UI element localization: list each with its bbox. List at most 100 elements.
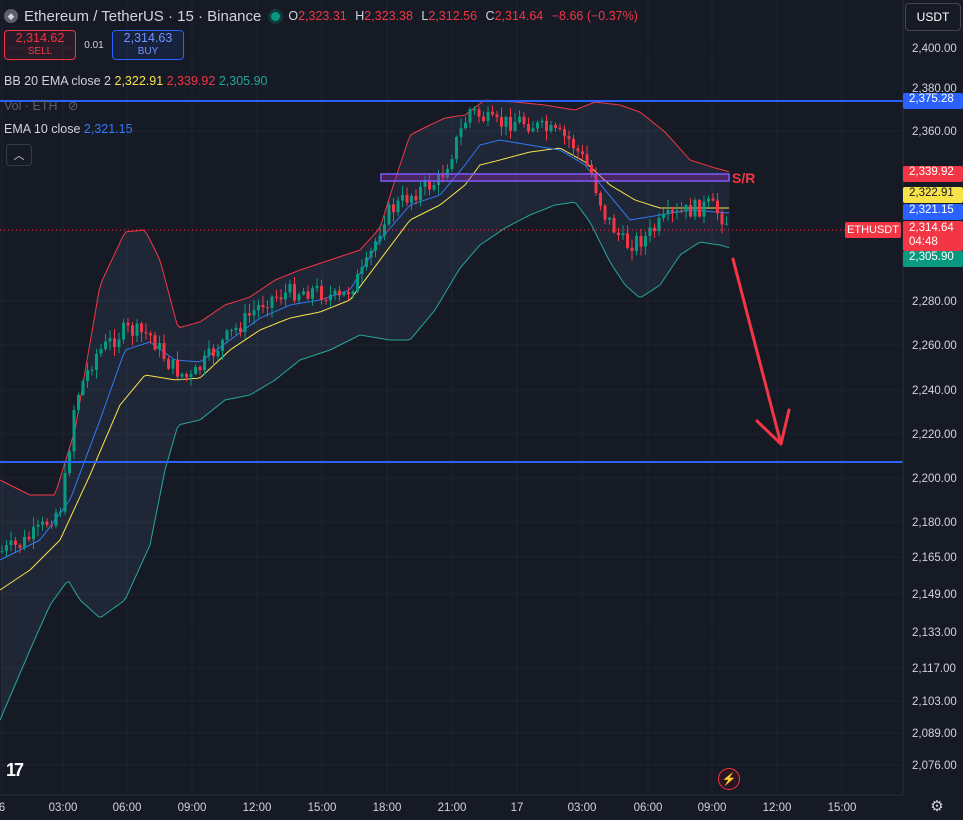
candle-body [306, 291, 310, 299]
price-tick-label: 2,240.00 [912, 385, 957, 397]
price-label-bb-lower: 2,305.90 [903, 251, 963, 267]
candle-body [54, 512, 58, 526]
buy-button[interactable]: 2,314.63 BUY [112, 30, 184, 60]
candle-body [86, 370, 89, 382]
candle-body [279, 297, 283, 300]
candle-body [365, 257, 368, 267]
price-axis: 2,400.00 2,380.00 2,360.00 2,280.00 2,260.00… [912, 43, 957, 772]
sr-label: S/R [732, 170, 755, 186]
candle-body [689, 205, 692, 217]
candle-body [369, 250, 373, 258]
currency-selector[interactable]: USDT [905, 3, 961, 31]
candle-body [216, 350, 220, 357]
candle-body [455, 136, 458, 159]
price-label-line-top: 2,375.28 [903, 93, 963, 109]
trade-panel: 2,314.62 SELL 0.01 2,314.63 BUY [4, 30, 184, 60]
candle-body [500, 117, 503, 127]
candle-body [45, 521, 49, 526]
settings-gear-icon[interactable]: ⚙ [930, 798, 944, 815]
symbol-title[interactable]: Ethereum / TetherUS · 15 · Binance [24, 7, 262, 25]
candle-body [0, 551, 4, 553]
time-tick-label: 12:00 [243, 802, 272, 814]
candle-body [176, 359, 179, 377]
candle-body [585, 154, 589, 165]
sr-zone-box[interactable] [380, 173, 730, 182]
candle-body [284, 292, 287, 300]
candle-body [504, 116, 508, 127]
time-tick-label: 15:00 [828, 802, 857, 814]
candle-body [572, 138, 575, 149]
price-change: −8.66 (−0.37%) [551, 9, 638, 23]
candle-body [230, 329, 233, 331]
candle-body [189, 373, 193, 378]
candle-body [243, 313, 247, 332]
candle-body [149, 333, 152, 336]
symbol-price-tag: ETHUSDT [845, 222, 901, 238]
price-label-bb-basis: 2,322.91 [903, 187, 963, 203]
candle-body [95, 353, 98, 370]
candle-body [329, 294, 332, 301]
time-tick-label: 15:00 [308, 802, 337, 814]
candle-body [720, 213, 724, 225]
price-tick-label: 2,149.00 [912, 589, 957, 601]
candle-body [212, 348, 215, 357]
candle-body [639, 236, 643, 247]
candle-body [293, 283, 296, 301]
candle-body [158, 343, 161, 350]
candle-body [711, 198, 715, 201]
candle-body [617, 232, 620, 236]
time-tick-label: 18:00 [373, 802, 402, 814]
candle-body [509, 116, 512, 131]
candle-body [338, 290, 341, 296]
candle-body [468, 109, 472, 123]
candle-body [347, 292, 350, 295]
ema-legend[interactable]: EMA 10 close 2,321.15 [4, 122, 133, 136]
down-arrow-drawing[interactable] [731, 257, 791, 446]
candle-body [653, 227, 656, 232]
candle-body [297, 294, 301, 301]
candle-body [239, 327, 242, 332]
candle-body [540, 120, 544, 123]
bollinger-basis-line [0, 147, 729, 591]
candle-body [378, 235, 382, 241]
candle-body [207, 348, 211, 356]
candle-body [707, 198, 710, 202]
candle-body [608, 217, 611, 220]
candle-body [261, 304, 265, 308]
candle-body [684, 205, 688, 212]
time-tick-label: 6 [0, 802, 5, 814]
candle-body [131, 325, 134, 336]
alert-spark-icon[interactable]: ⚡ [718, 768, 740, 790]
candle-body [662, 213, 665, 219]
hidden-eye-icon[interactable]: ⊘ [60, 99, 79, 113]
collapse-legend-button[interactable]: ︿ [6, 144, 32, 166]
candle-body [594, 174, 598, 194]
candle-body [666, 209, 670, 214]
bollinger-legend[interactable]: BB 20 EMA close 2 2,322.91 2,339.92 2,30… [4, 74, 268, 88]
candle-body [554, 125, 557, 128]
candle-body [302, 291, 305, 295]
candle-body [36, 524, 40, 527]
candle-body [162, 343, 166, 359]
price-tick-label: 2,380.00 [912, 83, 957, 95]
candle-body [725, 223, 728, 225]
candle-body [50, 525, 53, 527]
candle-body [171, 359, 175, 369]
tradingview-logo[interactable]: 17 [6, 760, 24, 780]
candle-body [581, 151, 584, 155]
sell-button[interactable]: 2,314.62 SELL [4, 30, 76, 60]
candle-body [356, 274, 359, 292]
candle-body [513, 122, 517, 131]
price-label-bb-upper: 2,339.92 [903, 166, 963, 182]
candle-body [450, 158, 454, 170]
volume-legend[interactable]: Vol · ETH ⊘ [4, 99, 79, 113]
price-tick-label: 2,180.00 [912, 517, 957, 529]
time-tick-label: 21:00 [438, 802, 467, 814]
candle-body [486, 111, 490, 121]
price-tick-label: 2,133.00 [912, 627, 957, 639]
candle-body [320, 285, 323, 300]
time-tick-label: 06:00 [113, 802, 142, 814]
candle-body [203, 355, 206, 371]
price-tick-label: 2,103.00 [912, 696, 957, 708]
